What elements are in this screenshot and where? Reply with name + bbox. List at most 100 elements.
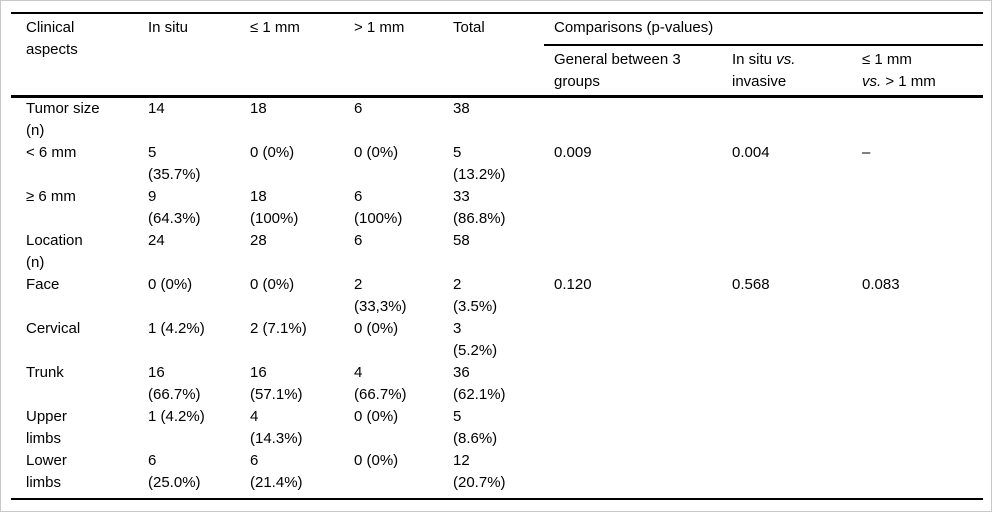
cell-le-1mm: 6 (21.4%) [250,451,303,491]
cell-p-le1mm-vs-gt1mm: – [862,143,871,161]
cell-p-le1mm-vs-gt1mm [858,318,983,362]
cell-gt-1mm: 0 (0%) [354,451,399,469]
cell-le-1mm: 18 [250,99,267,117]
le1mm-vs-line1: ≤ 1 mm [862,51,912,68]
cell-gt-1mm: 0 (0%) [354,407,399,425]
cell-gt-1mm: 2 (33,3%) [354,275,407,315]
header-insitu-vs-invasive: In situ vs. invasive [726,45,858,96]
cell-p-general [544,362,726,406]
cell-p-le1mm-vs-gt1mm [858,96,983,142]
cell-le-1mm: 16 (57.1%) [250,363,303,403]
cell-total: 38 [453,99,470,117]
cell-p-insitu-vs-invasive [726,230,858,274]
header-comparisons-group: Comparisons (p-values) [544,13,984,46]
cell-p-general [544,186,726,230]
cell-row-label: Tumor size (n) [26,99,100,139]
cell-total: 36 (62.1%) [453,363,506,403]
table-row: Face 0 (0%) 0 (0%) 2 (33,3%) 2 (3.5%) 0.… [11,274,983,318]
header-general-between-3-groups: General between 3 groups [554,51,681,90]
cell-in-situ: 14 [148,99,165,117]
cell-row-label: Location (n) [26,231,83,271]
cell-total: 5 (8.6%) [453,407,498,447]
cell-in-situ: 1 (4.2%) [148,407,205,425]
cell-row-label: ≥ 6 mm [26,187,76,205]
cell-p-general [544,406,726,450]
cell-total: 2 (3.5%) [453,275,498,315]
table-row: Cervical 1 (4.2%) 2 (7.1%) 0 (0%) 3 (5.2… [11,318,983,362]
cell-gt-1mm: 6 [354,99,363,117]
cell-row-label: Cervical [26,319,81,337]
cell-p-general [544,96,726,142]
cell-row-label: Upper limbs [26,407,67,447]
cell-p-insitu-vs-invasive [726,318,858,362]
cell-p-general: 0.009 [554,143,592,161]
cell-p-insitu-vs-invasive: 0.004 [732,143,770,161]
cell-le-1mm: 28 [250,231,267,249]
cell-p-le1mm-vs-gt1mm [858,186,983,230]
le1mm-vs-post: > 1 mm [881,73,936,90]
cell-p-insitu-vs-invasive [726,96,858,142]
cell-p-insitu-vs-invasive [726,362,858,406]
header-le1mm-vs-gt1mm: ≤ 1 mm vs. > 1 mm [858,45,983,96]
cell-p-le1mm-vs-gt1mm [858,450,983,499]
cell-p-insitu-vs-invasive [726,186,858,230]
header-clinical-aspects: Clinical aspects [26,19,78,58]
table-row: Tumor size (n) 14 18 6 38 [11,96,983,142]
cell-le-1mm: 0 (0%) [250,275,295,293]
vs-italic: vs. [862,73,882,90]
cell-p-general [544,318,726,362]
cell-p-general [544,230,726,274]
insitu-vs-line2: invasive [732,73,787,90]
cell-in-situ: 9 (64.3%) [148,187,201,227]
cell-row-label: Trunk [26,363,64,381]
cell-le-1mm: 0 (0%) [250,143,295,161]
cell-gt-1mm: 6 (100%) [354,187,403,227]
table-body: Tumor size (n) 14 18 6 38 < 6 mm 5 (35.7… [11,96,983,499]
table-row: Lower limbs 6 (25.0%) 6 (21.4%) 0 (0%) 1… [11,450,983,499]
cell-in-situ: 16 (66.7%) [148,363,201,403]
cell-p-general [544,450,726,499]
table-row: < 6 mm 5 (35.7%) 0 (0%) 0 (0%) 5 (13.2%)… [11,142,983,186]
cell-p-le1mm-vs-gt1mm [858,230,983,274]
cell-total: 3 (5.2%) [453,319,498,359]
cell-gt-1mm: 0 (0%) [354,143,399,161]
header-total: Total [453,19,485,36]
header-row-sub: General between 3 groups In situ vs. inva… [11,45,983,96]
cell-row-label: Face [26,275,60,293]
cell-gt-1mm: 6 [354,231,363,249]
cell-in-situ: 1 (4.2%) [148,319,205,337]
cell-total: 58 [453,231,470,249]
cell-p-insitu-vs-invasive [726,450,858,499]
table-row: Upper limbs 1 (4.2%) 4 (14.3%) 0 (0%) 5 … [11,406,983,450]
header-le-1mm: ≤ 1 mm [250,19,300,36]
table-row: ≥ 6 mm 9 (64.3%) 18 (100%) 6 (100%) 33 (… [11,186,983,230]
header-gt-1mm: > 1 mm [354,19,405,36]
table-row: Location (n) 24 28 6 58 [11,230,983,274]
cell-p-insitu-vs-invasive: 0.568 [732,275,770,293]
cell-p-insitu-vs-invasive [726,406,858,450]
cell-le-1mm: 18 (100%) [250,187,299,227]
table-header: Clinical aspects In situ ≤ 1 mm > 1 mm T… [11,13,984,96]
header-row-top: Clinical aspects In situ ≤ 1 mm > 1 mm T… [11,13,984,58]
cell-total: 12 (20.7%) [453,451,506,491]
cell-gt-1mm: 4 (66.7%) [354,363,407,403]
cell-gt-1mm: 0 (0%) [354,319,399,337]
header-in-situ: In situ [148,19,189,36]
cell-le-1mm: 2 (7.1%) [250,319,307,337]
cell-total: 33 (86.8%) [453,187,506,227]
cell-p-le1mm-vs-gt1mm [858,406,983,450]
cell-p-general: 0.120 [554,275,592,293]
insitu-vs-text: In situ [732,51,777,68]
vs-italic: vs. [776,51,796,68]
clinical-aspects-table: Clinical aspects In situ ≤ 1 mm > 1 mm T… [11,12,984,500]
table-row: Trunk 16 (66.7%) 16 (57.1%) 4 (66.7%) 36… [11,362,983,406]
cell-in-situ: 5 (35.7%) [148,143,201,183]
cell-p-le1mm-vs-gt1mm: 0.083 [862,275,900,293]
cell-in-situ: 0 (0%) [148,275,193,293]
cell-p-le1mm-vs-gt1mm [858,362,983,406]
cell-row-label: Lower limbs [26,451,67,491]
cell-total: 5 (13.2%) [453,143,506,183]
cell-in-situ: 6 (25.0%) [148,451,201,491]
cell-le-1mm: 4 (14.3%) [250,407,303,447]
cell-in-situ: 24 [148,231,165,249]
